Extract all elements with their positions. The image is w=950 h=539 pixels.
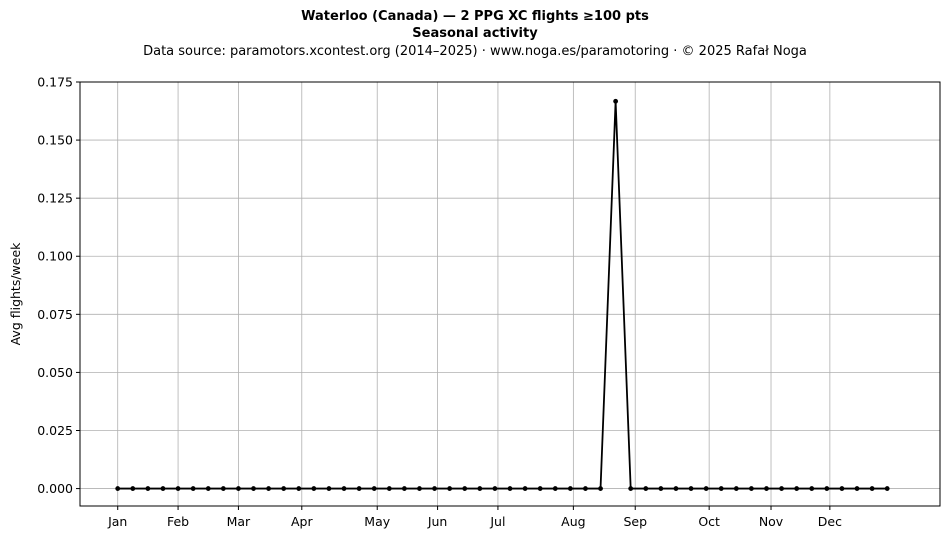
- data-point: [749, 486, 754, 491]
- data-point: [522, 486, 528, 491]
- y-tick-label: 0.075: [37, 307, 73, 322]
- data-point: [311, 486, 317, 491]
- data-point: [809, 486, 815, 491]
- data-point: [160, 486, 166, 491]
- x-tick-label: Aug: [561, 514, 585, 529]
- y-tick-label: 0.000: [37, 481, 73, 496]
- data-point: [386, 486, 392, 491]
- data-point: [718, 486, 724, 491]
- data-point: [477, 486, 483, 491]
- data-point: [251, 486, 256, 491]
- x-tick-label: Sep: [623, 514, 647, 529]
- x-tick-label: May: [364, 514, 390, 529]
- data-point: [447, 486, 453, 491]
- chart-title-line2: Seasonal activity: [412, 26, 538, 41]
- x-tick-label: Jun: [427, 514, 448, 529]
- x-tick-label: Dec: [818, 514, 842, 529]
- data-point: [175, 486, 181, 491]
- data-point: [733, 486, 739, 491]
- x-tick-label: Feb: [167, 514, 189, 529]
- data-point: [417, 486, 422, 491]
- data-point: [115, 486, 121, 491]
- data-point: [884, 486, 890, 491]
- chart-subtitle: Data source: paramotors.xcontest.org (20…: [143, 44, 807, 59]
- x-tick-label: Jul: [489, 514, 505, 529]
- data-point: [266, 486, 271, 491]
- data-point: [537, 486, 543, 491]
- data-point: [673, 486, 679, 491]
- data-point: [236, 486, 241, 491]
- data-point: [688, 486, 694, 491]
- data-point: [341, 486, 347, 491]
- x-tick-label: Oct: [698, 514, 720, 529]
- x-tick-label: Nov: [759, 514, 784, 529]
- data-point: [356, 486, 362, 491]
- data-point: [643, 486, 649, 491]
- data-point: [145, 486, 151, 491]
- chart-title-block: Waterloo (Canada) — 2 PPG XC flights ≥10…: [0, 8, 950, 60]
- data-point: [824, 486, 830, 491]
- data-point: [130, 486, 136, 491]
- y-tick-label: 0.175: [37, 75, 73, 90]
- data-point: [598, 486, 603, 491]
- data-point: [507, 486, 513, 491]
- data-point: [220, 486, 226, 491]
- plot-frame: [79, 81, 941, 507]
- data-point: [492, 486, 498, 491]
- series-line: [117, 100, 888, 490]
- data-point: [613, 98, 619, 104]
- y-tick-label: 0.050: [37, 365, 73, 380]
- grid-lines: [80, 81, 940, 506]
- data-point: [869, 486, 875, 491]
- data-point: [371, 486, 377, 491]
- series-layer: [115, 98, 890, 491]
- data-point: [764, 486, 769, 491]
- y-tick-label: 0.025: [37, 423, 73, 438]
- data-point: [432, 486, 437, 491]
- data-point: [839, 486, 845, 491]
- y-tick-label: 0.150: [37, 133, 73, 148]
- ticks: 0.000 0.025 0.050 0.075 0.100 0.125 0.150 0.175…: [37, 75, 842, 530]
- data-point: [658, 486, 664, 491]
- data-point: [401, 486, 407, 491]
- x-tick-label: Mar: [227, 514, 251, 529]
- y-tick-label: 0.100: [37, 249, 73, 264]
- data-point: [205, 486, 211, 491]
- data-point: [583, 486, 588, 491]
- x-tick-label: Apr: [291, 514, 313, 529]
- data-point: [326, 486, 332, 491]
- chart-title: Waterloo (Canada) — 2 PPG XC flights ≥10…: [301, 9, 649, 24]
- data-point: [703, 486, 709, 491]
- data-point: [779, 486, 784, 491]
- data-point: [794, 486, 800, 491]
- data-point: [567, 486, 573, 491]
- y-tick-label: 0.125: [37, 191, 73, 206]
- data-point: [462, 486, 468, 491]
- y-axis-label: Avg flights/week: [8, 242, 23, 346]
- data-point: [854, 486, 860, 491]
- data-point: [628, 486, 634, 491]
- data-point: [281, 486, 287, 491]
- data-point: [552, 486, 558, 491]
- data-point: [190, 486, 196, 491]
- x-tick-label: Jan: [107, 514, 127, 529]
- data-point: [296, 486, 302, 491]
